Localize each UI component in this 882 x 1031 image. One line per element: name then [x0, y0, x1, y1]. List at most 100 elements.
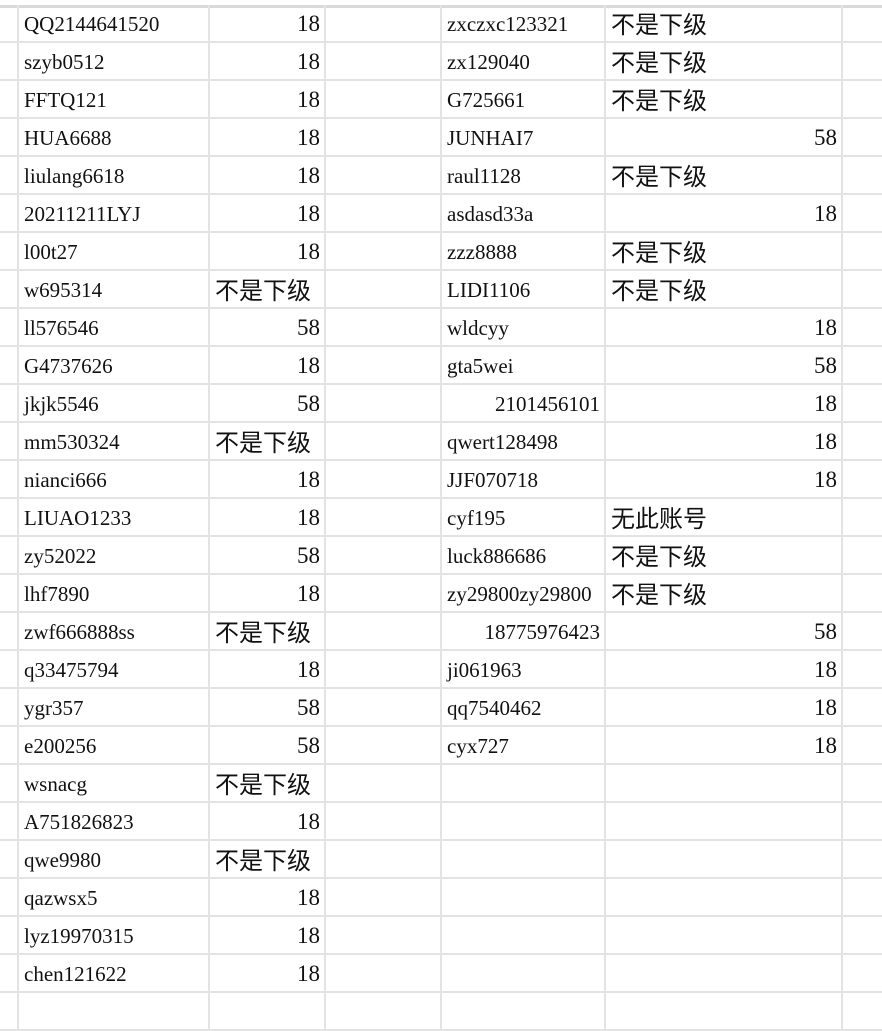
result-cell[interactable]: 不是下级	[210, 765, 326, 801]
empty-cell[interactable]	[326, 955, 442, 991]
empty-cell[interactable]	[0, 43, 19, 79]
account-cell[interactable]: w695314	[19, 271, 210, 307]
empty-cell[interactable]	[843, 537, 882, 573]
result-cell[interactable]: 18	[210, 499, 326, 535]
empty-cell[interactable]	[606, 993, 843, 1029]
empty-cell[interactable]	[326, 613, 442, 649]
empty-cell[interactable]	[843, 461, 882, 497]
result-cell[interactable]: 18	[210, 157, 326, 193]
result-cell[interactable]: 18	[210, 879, 326, 915]
result-cell[interactable]: 18	[210, 43, 326, 79]
empty-cell[interactable]	[843, 119, 882, 155]
account-cell[interactable]: qq7540462	[442, 689, 606, 725]
empty-cell[interactable]	[843, 423, 882, 459]
empty-cell[interactable]	[606, 879, 843, 915]
account-cell[interactable]: jkjk5546	[19, 385, 210, 421]
empty-cell[interactable]	[0, 727, 19, 763]
result-cell[interactable]: 18	[210, 575, 326, 611]
account-cell[interactable]: cyf195	[442, 499, 606, 535]
empty-cell[interactable]	[326, 689, 442, 725]
empty-cell[interactable]	[326, 575, 442, 611]
account-cell[interactable]: wldcyy	[442, 309, 606, 345]
empty-cell[interactable]	[0, 613, 19, 649]
account-cell[interactable]: raul1128	[442, 157, 606, 193]
result-cell[interactable]: 不是下级	[606, 43, 843, 79]
empty-cell[interactable]	[843, 309, 882, 345]
account-cell[interactable]: qazwsx5	[19, 879, 210, 915]
empty-cell[interactable]	[326, 347, 442, 383]
empty-cell[interactable]	[0, 575, 19, 611]
result-cell[interactable]: 18	[210, 81, 326, 117]
account-cell[interactable]: ll576546	[19, 309, 210, 345]
account-cell[interactable]: 20211211LYJ	[19, 195, 210, 231]
result-cell[interactable]: 58	[606, 119, 843, 155]
empty-cell[interactable]	[0, 917, 19, 953]
account-cell[interactable]: ygr357	[19, 689, 210, 725]
account-cell[interactable]: mm530324	[19, 423, 210, 459]
empty-cell[interactable]	[0, 5, 19, 41]
account-cell[interactable]: LIUAO1233	[19, 499, 210, 535]
empty-cell[interactable]	[843, 233, 882, 269]
empty-cell[interactable]	[0, 119, 19, 155]
empty-cell[interactable]	[210, 993, 326, 1029]
result-cell[interactable]: 18	[210, 195, 326, 231]
account-cell[interactable]: QQ2144641520	[19, 5, 210, 41]
account-cell[interactable]: zx129040	[442, 43, 606, 79]
empty-cell[interactable]	[326, 119, 442, 155]
result-cell[interactable]: 不是下级	[210, 271, 326, 307]
empty-cell[interactable]	[606, 803, 843, 839]
empty-cell[interactable]	[326, 5, 442, 41]
result-cell[interactable]: 18	[606, 423, 843, 459]
empty-cell[interactable]	[442, 917, 606, 953]
empty-cell[interactable]	[0, 461, 19, 497]
empty-cell[interactable]	[606, 841, 843, 877]
account-cell[interactable]: cyx727	[442, 727, 606, 763]
empty-cell[interactable]	[326, 271, 442, 307]
account-cell[interactable]: nianci666	[19, 461, 210, 497]
result-cell[interactable]: 18	[210, 955, 326, 991]
empty-cell[interactable]	[0, 347, 19, 383]
result-cell[interactable]: 18	[606, 309, 843, 345]
result-cell[interactable]: 18	[606, 689, 843, 725]
empty-cell[interactable]	[843, 499, 882, 535]
empty-cell[interactable]	[843, 575, 882, 611]
empty-cell[interactable]	[326, 879, 442, 915]
result-cell[interactable]: 不是下级	[606, 81, 843, 117]
account-cell[interactable]: wsnacg	[19, 765, 210, 801]
account-cell[interactable]: zxczxc123321	[442, 5, 606, 41]
result-cell[interactable]: 18	[210, 461, 326, 497]
account-cell[interactable]: zy29800zy29800	[442, 575, 606, 611]
account-cell[interactable]: ji061963	[442, 651, 606, 687]
result-cell[interactable]: 18	[606, 727, 843, 763]
empty-cell[interactable]	[326, 81, 442, 117]
account-cell[interactable]: qwe9980	[19, 841, 210, 877]
empty-cell[interactable]	[442, 879, 606, 915]
empty-cell[interactable]	[843, 43, 882, 79]
result-cell[interactable]: 18	[210, 917, 326, 953]
result-cell[interactable]: 18	[210, 803, 326, 839]
result-cell[interactable]: 18	[210, 119, 326, 155]
empty-cell[interactable]	[843, 195, 882, 231]
empty-cell[interactable]	[843, 347, 882, 383]
empty-cell[interactable]	[326, 195, 442, 231]
empty-cell[interactable]	[0, 651, 19, 687]
account-cell[interactable]: A751826823	[19, 803, 210, 839]
empty-cell[interactable]	[442, 803, 606, 839]
result-cell[interactable]: 18	[606, 195, 843, 231]
result-cell[interactable]: 不是下级	[606, 575, 843, 611]
account-cell[interactable]: e200256	[19, 727, 210, 763]
empty-cell[interactable]	[326, 43, 442, 79]
account-cell[interactable]: FFTQ121	[19, 81, 210, 117]
empty-cell[interactable]	[326, 499, 442, 535]
empty-cell[interactable]	[326, 423, 442, 459]
account-cell[interactable]: lhf7890	[19, 575, 210, 611]
account-cell[interactable]: G725661	[442, 81, 606, 117]
empty-cell[interactable]	[843, 157, 882, 193]
empty-cell[interactable]	[0, 157, 19, 193]
empty-cell[interactable]	[843, 841, 882, 877]
result-cell[interactable]: 不是下级	[210, 423, 326, 459]
empty-cell[interactable]	[606, 917, 843, 953]
result-cell[interactable]: 18	[606, 461, 843, 497]
account-cell[interactable]: luck886686	[442, 537, 606, 573]
empty-cell[interactable]	[843, 803, 882, 839]
